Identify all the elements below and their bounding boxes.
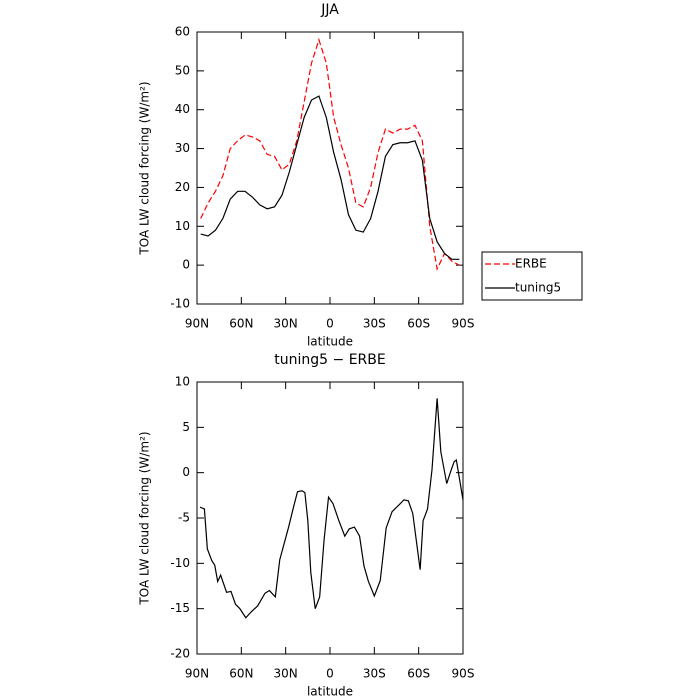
y-tick-label: 10 <box>175 375 190 389</box>
chart-title: JJA <box>320 2 339 18</box>
data-line <box>200 95 460 260</box>
x-tick-label: 90N <box>185 667 209 681</box>
x-tick-label: 60N <box>229 317 253 331</box>
y-tick-label: 60 <box>175 25 190 39</box>
legend-label: tuning5 <box>515 281 561 295</box>
x-tick-label: 90S <box>452 667 475 681</box>
x-tick-label: 60S <box>407 317 430 331</box>
plot-frame <box>196 31 464 305</box>
y-axis-label: TOA LW cloud forcing (W/m²) <box>138 81 152 255</box>
y-tick-label: -5 <box>178 511 190 525</box>
x-tick-label: 90S <box>452 317 475 331</box>
x-tick-label: 0 <box>326 317 334 331</box>
x-tick-label: 30S <box>363 317 386 331</box>
x-tick-label: 90N <box>185 317 209 331</box>
chart-title: tuning5 − ERBE <box>274 352 385 368</box>
y-tick-label: -20 <box>170 647 190 661</box>
x-tick-label: 30S <box>363 667 386 681</box>
x-tick-label: 60S <box>407 667 430 681</box>
y-tick-label: -10 <box>170 556 190 570</box>
x-tick-label: 60N <box>229 667 253 681</box>
legend-label: ERBE <box>515 257 547 271</box>
data-line <box>199 398 464 619</box>
x-axis-label: latitude <box>307 685 353 699</box>
x-tick-label: 0 <box>326 667 334 681</box>
x-axis-label: latitude <box>307 335 353 349</box>
data-line <box>200 37 460 271</box>
y-axis-label: TOA LW cloud forcing (W/m²) <box>138 431 152 605</box>
legend-box <box>481 251 583 301</box>
y-tick-label: 10 <box>175 219 190 233</box>
y-tick-label: 50 <box>175 63 190 77</box>
x-tick-label: 30N <box>274 667 298 681</box>
y-tick-label: -10 <box>170 297 190 311</box>
y-tick-label: 0 <box>182 465 190 479</box>
y-tick-label: 30 <box>175 141 190 155</box>
x-tick-label: 30N <box>274 317 298 331</box>
y-tick-label: 20 <box>175 180 190 194</box>
y-tick-label: 5 <box>182 420 190 434</box>
y-tick-label: 0 <box>182 258 190 272</box>
y-tick-label: -15 <box>170 601 190 615</box>
y-tick-label: 40 <box>175 102 190 116</box>
plot-frame <box>196 381 464 655</box>
